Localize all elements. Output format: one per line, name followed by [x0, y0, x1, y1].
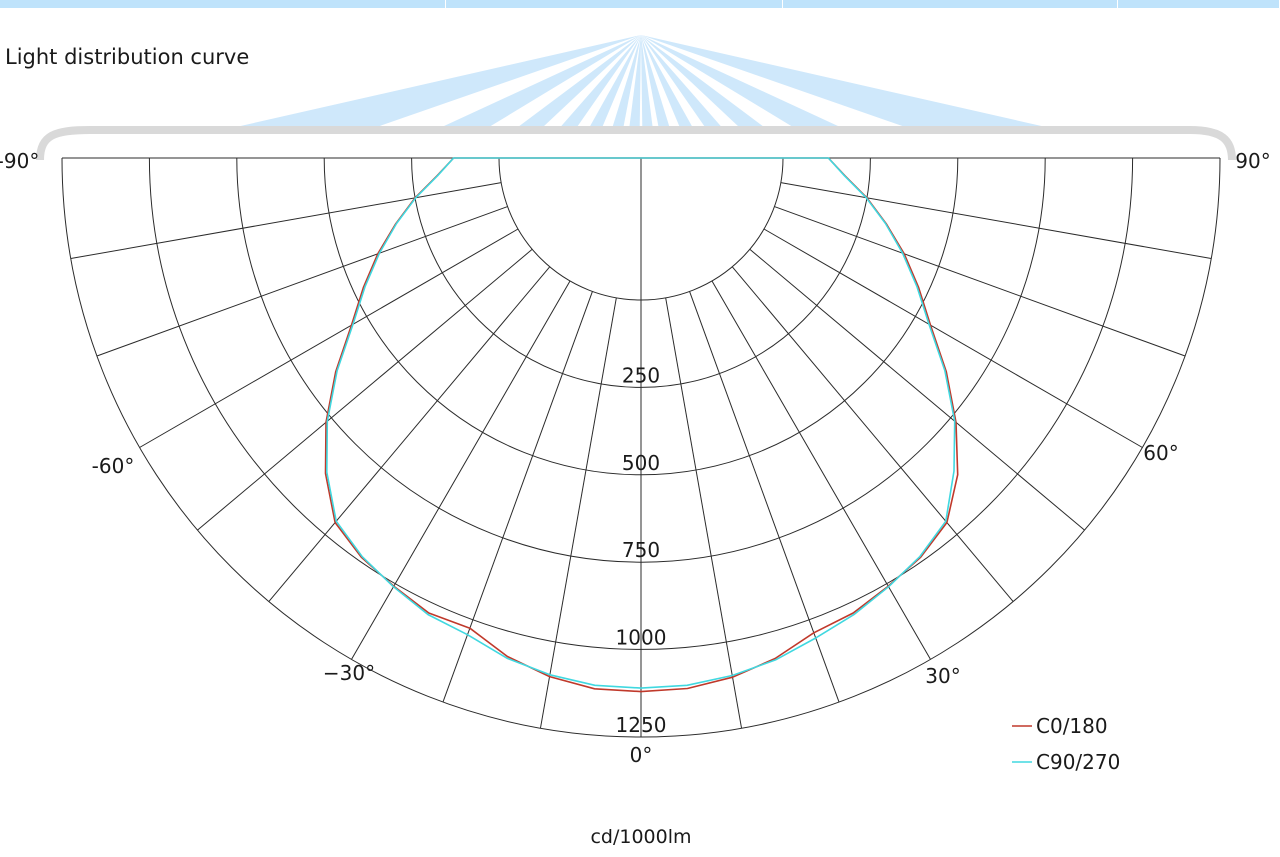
top-bar-segment: [446, 0, 783, 8]
radial-tick-label: 1250: [616, 713, 667, 737]
watermark-ray: [628, 35, 641, 130]
grid-spoke: [96, 206, 508, 357]
series-line-c90-270: [326, 157, 956, 689]
legend-label: C90/270: [1036, 750, 1120, 774]
watermark-mask: [0, 130, 1280, 857]
unit-label: cd/1000lm: [590, 826, 691, 848]
angle-label: −30°: [323, 661, 375, 685]
angle-label: 60°: [1143, 441, 1178, 465]
watermark-ray: [641, 35, 847, 130]
top-bar-segment: [0, 0, 446, 8]
radial-tick-labels: 250 500 750 1000 1250: [616, 363, 667, 737]
grid-spoke: [711, 280, 931, 660]
watermark-ray: [587, 35, 641, 130]
legend: C0/180 C90/270: [1012, 714, 1120, 774]
watermark-ray: [514, 35, 641, 130]
grid-spoke: [689, 291, 840, 703]
radial-tick-label: 1000: [616, 626, 667, 650]
angle-label: 90°: [1235, 149, 1270, 173]
grid-spoke: [351, 280, 571, 660]
grid-spoke: [749, 248, 1085, 531]
arch-band-line: [36, 126, 1236, 161]
series-line-c0-180: [324, 157, 959, 693]
polar-grid: [61, 157, 1221, 738]
angle-label: 0°: [630, 743, 653, 767]
grid-spoke: [139, 228, 519, 448]
chart-title: Light distribution curve: [5, 45, 250, 69]
grid-spoke: [70, 182, 502, 260]
arch-band: [36, 126, 1236, 161]
watermark-ray: [641, 35, 768, 130]
grid-spoke: [197, 248, 533, 531]
radial-tick-label: 750: [622, 538, 660, 562]
watermark-ray: [641, 35, 1060, 130]
angle-labels: -90° -60° −30° 0° 30° 60° 90°: [0, 149, 1271, 767]
angle-label: -60°: [92, 454, 135, 478]
grid-spoke: [268, 266, 551, 602]
grid-spoke: [731, 266, 1014, 602]
watermark-ray: [435, 35, 641, 130]
angle-label: 30°: [925, 664, 960, 688]
watermark-ray: [641, 35, 671, 130]
top-bar-segment: [783, 0, 1118, 8]
watermark-ray: [641, 35, 725, 130]
grid-spoke: [539, 297, 617, 729]
angle-label: -90°: [0, 149, 39, 173]
watermark-ray: [557, 35, 641, 130]
radial-tick-label: 500: [622, 451, 660, 475]
grid-spoke: [780, 182, 1212, 260]
grid-spoke: [665, 297, 743, 729]
grid-spoke: [774, 206, 1186, 357]
distribution-curves: [324, 157, 959, 693]
grid-spoke: [763, 228, 1143, 448]
legend-label: C0/180: [1036, 714, 1108, 738]
watermark-ray: [611, 35, 641, 130]
watermark-ray: [222, 35, 641, 130]
watermark-ray: [641, 35, 654, 130]
watermark-ray: [641, 35, 695, 130]
light-rays-watermark: [0, 35, 1280, 857]
grid-spoke: [442, 291, 593, 703]
radial-tick-label: 250: [622, 363, 660, 387]
